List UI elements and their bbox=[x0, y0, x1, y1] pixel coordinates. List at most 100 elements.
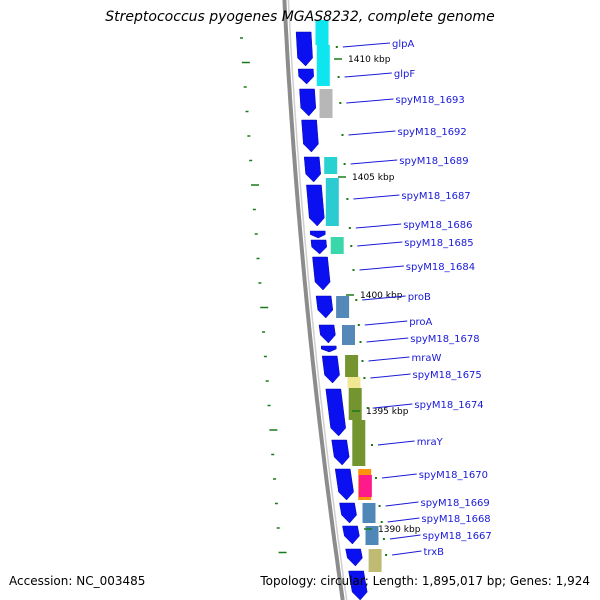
gene-label: proA bbox=[409, 317, 432, 328]
gene-label: glpA bbox=[392, 39, 414, 50]
gene-arrow bbox=[318, 324, 336, 344]
gene-leader-line bbox=[346, 98, 394, 104]
cog-block bbox=[319, 89, 333, 118]
cog-block bbox=[315, 20, 329, 45]
gene-arrows bbox=[295, 31, 368, 600]
cog-block bbox=[325, 178, 339, 226]
gene-arrow bbox=[331, 439, 350, 466]
gene-dot bbox=[341, 134, 344, 136]
gene-arrow bbox=[301, 119, 319, 153]
gene-labels: glpA glpF spyM18_1693 spyM18_1692 spyM18_168… bbox=[335, 39, 492, 558]
gene-leader-line bbox=[373, 403, 413, 409]
cog-block bbox=[358, 475, 372, 497]
backbone-line bbox=[287, 0, 348, 600]
gene-arrow bbox=[306, 184, 325, 227]
gene-dot bbox=[339, 102, 342, 104]
scale-ticks bbox=[240, 37, 287, 554]
gene-leader-line bbox=[350, 159, 398, 165]
gene-dot bbox=[335, 46, 338, 48]
gene-label: spyM18_1668 bbox=[421, 514, 490, 525]
gene-dot bbox=[366, 407, 369, 409]
gene-dot bbox=[352, 269, 355, 271]
cog-block bbox=[368, 549, 382, 572]
gene-leader-line bbox=[387, 517, 420, 523]
backbone-line bbox=[282, 0, 345, 600]
gene-dot bbox=[337, 76, 340, 78]
gene-dot bbox=[355, 299, 358, 301]
gene-label: trxB bbox=[424, 547, 445, 558]
gene-label: proB bbox=[408, 292, 431, 303]
scale-labels: 1410 kbp 1405 kbp 1400 kbp 1395 kbp 1390 kbp bbox=[334, 55, 421, 535]
gene-arrow bbox=[339, 502, 357, 524]
topology-text: Topology: circular; Length: 1,895,017 bp… bbox=[260, 574, 590, 588]
gene-label: spyM18_1667 bbox=[423, 531, 492, 542]
gene-leader-line bbox=[353, 194, 400, 200]
gene-arrow bbox=[315, 295, 334, 319]
gene-dot bbox=[361, 360, 364, 362]
gene-leader-line bbox=[377, 440, 415, 446]
gene-leader-line bbox=[359, 265, 404, 271]
gene-label: spyM18_1686 bbox=[403, 220, 472, 231]
gene-label: spyM18_1685 bbox=[404, 238, 473, 249]
gene-leader-line bbox=[344, 72, 392, 78]
gene-label: spyM18_1675 bbox=[413, 370, 482, 381]
gene-leader-line bbox=[355, 223, 402, 229]
gene-arrow bbox=[299, 88, 317, 117]
cog-block bbox=[348, 388, 362, 420]
gene-arrow bbox=[348, 570, 368, 600]
gene-arrow bbox=[295, 31, 313, 67]
gene-dot bbox=[350, 245, 353, 247]
gene-arrow bbox=[310, 239, 327, 255]
gene-leader-line bbox=[389, 534, 421, 540]
gene-label: spyM18_1687 bbox=[401, 191, 470, 202]
cog-block bbox=[330, 237, 344, 254]
gene-dot bbox=[357, 324, 360, 326]
gene-dot bbox=[363, 377, 366, 379]
gene-label: spyM18_1692 bbox=[398, 127, 467, 138]
gene-arrow bbox=[303, 156, 321, 183]
gene-leader-line bbox=[385, 501, 419, 507]
cog-block bbox=[324, 157, 338, 174]
gene-dot bbox=[375, 477, 377, 479]
scale-label: 1405 kbp bbox=[352, 173, 395, 183]
gene-dot bbox=[371, 444, 373, 446]
gene-leader-line bbox=[357, 241, 403, 247]
gene-leader-line bbox=[381, 473, 417, 479]
scale-label: 1390 kbp bbox=[378, 525, 421, 535]
gene-arrow bbox=[342, 525, 360, 545]
gene-arrow bbox=[334, 468, 354, 501]
scale-label: 1400 kbp bbox=[360, 291, 403, 301]
scale-label: 1395 kbp bbox=[366, 407, 409, 417]
gene-dot bbox=[378, 505, 381, 507]
gene-arrow bbox=[298, 68, 314, 85]
cog-block bbox=[362, 503, 376, 523]
cog-block bbox=[365, 526, 379, 545]
gene-label: spyM18_1684 bbox=[406, 262, 475, 273]
gene-leader-line bbox=[392, 550, 422, 556]
genome-backbone bbox=[282, 0, 348, 600]
gene-dot bbox=[385, 554, 388, 556]
gene-label: spyM18_1693 bbox=[396, 95, 465, 106]
gene-leader-line bbox=[362, 295, 406, 301]
gene-leader-line bbox=[366, 337, 409, 343]
gene-arrow bbox=[325, 388, 346, 437]
cog-track bbox=[315, 20, 382, 572]
gene-dot bbox=[348, 227, 351, 229]
cog-block bbox=[342, 325, 355, 345]
cog-block bbox=[352, 420, 366, 466]
gene-arrow bbox=[321, 355, 340, 384]
gene-label: spyM18_1678 bbox=[410, 334, 479, 345]
cog-block bbox=[347, 377, 361, 388]
gene-dot bbox=[359, 341, 362, 343]
gene-arrow bbox=[312, 256, 331, 291]
gene-label: mraY bbox=[417, 437, 444, 448]
accession-text: Accession: NC_003485 bbox=[9, 574, 146, 588]
gene-leader-line bbox=[370, 373, 411, 379]
gene-arrow bbox=[309, 230, 326, 239]
scale-label: 1410 kbp bbox=[348, 55, 391, 65]
cog-block bbox=[336, 296, 350, 318]
gene-dot bbox=[343, 163, 346, 165]
gene-label: spyM18_1674 bbox=[414, 400, 483, 411]
gene-dot bbox=[380, 521, 383, 523]
